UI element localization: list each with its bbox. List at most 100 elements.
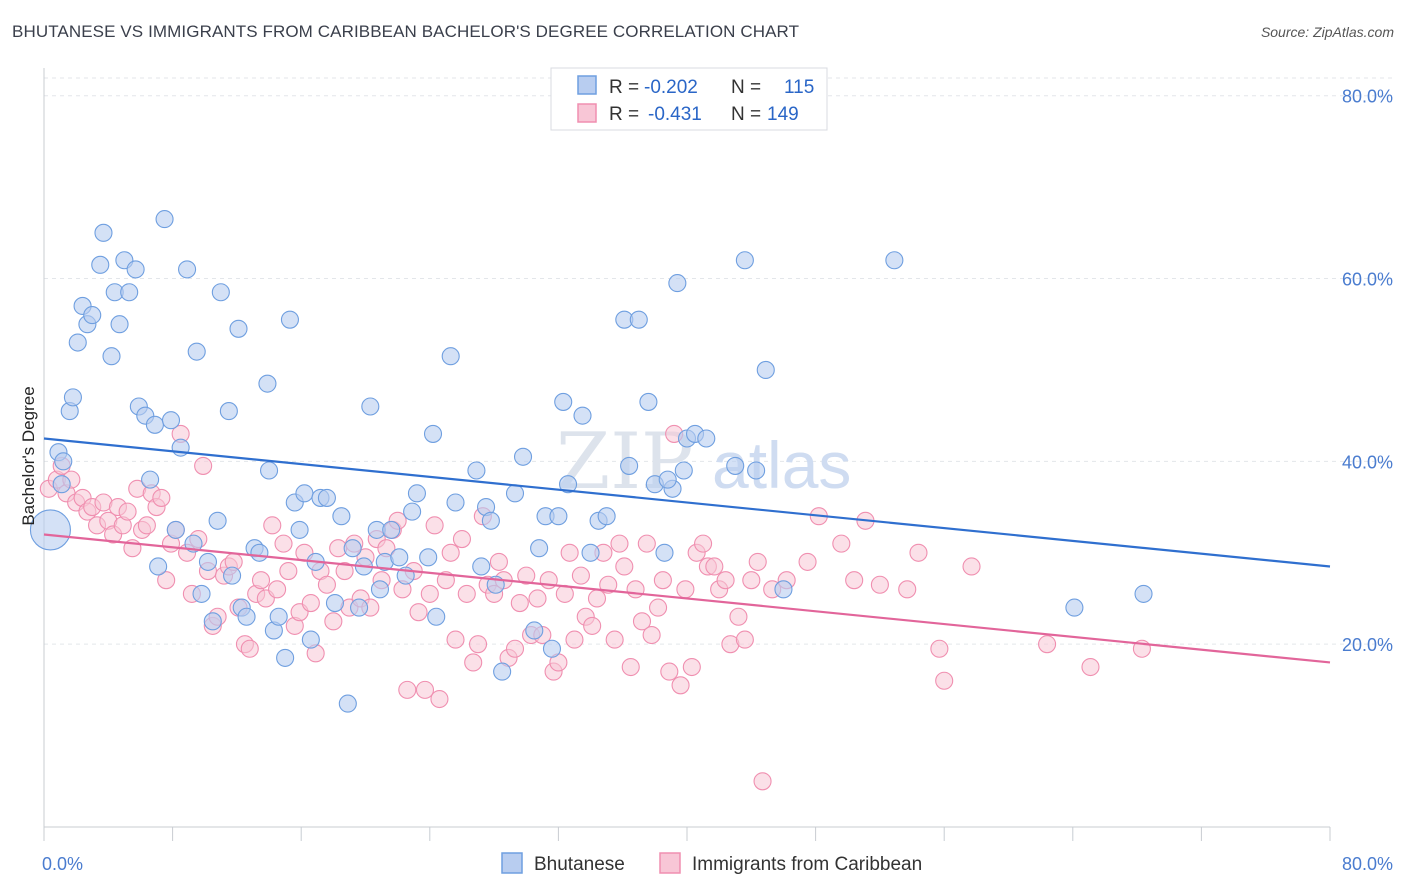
point-caribbean [1081,657,1100,677]
point-bhutanese [1134,584,1153,603]
point-caribbean [279,561,298,581]
point-caribbean [615,557,634,576]
trend-lines [43,437,1331,664]
point-bhutanese [83,306,102,325]
point-bhutanese [658,470,677,489]
point-bhutanese [407,484,426,503]
point-bhutanese [350,598,369,617]
point-caribbean [870,575,889,594]
point-bhutanese [280,310,299,329]
point-caribbean [605,630,624,649]
point-bhutanese [573,406,592,425]
point-bhutanese [505,484,525,503]
point-caribbean [194,456,213,475]
point-caribbean [649,598,668,617]
bottom-legend-swatch-caribbean [659,852,681,874]
point-caribbean [742,571,761,590]
point-bhutanese [52,475,71,494]
point-bhutanese [361,397,380,416]
point-bhutanese [513,447,533,466]
point-bhutanese [317,488,336,507]
axes [43,68,1331,841]
point-caribbean [565,630,584,649]
legend-r-label-1: R = [609,77,639,98]
point-bhutanese [276,648,295,667]
chart-title: BHUTANESE VS IMMIGRANTS FROM CARIBBEAN B… [12,22,800,41]
point-bhutanese [258,374,277,393]
point-caribbean [705,557,724,576]
legend-n-label-1: N = [731,77,761,98]
point-bhutanese [161,411,181,430]
point-caribbean [446,630,465,649]
point-bhutanese [629,310,648,329]
point-caribbean [441,543,460,562]
point-bhutanese [419,548,438,567]
point-bhutanese [382,520,401,539]
point-caribbean [716,571,735,590]
y-tick-label: 20.0% [1342,635,1393,655]
y-axis-label: Bachelor's Degree [19,386,38,525]
point-bhutanese [338,694,357,713]
point-caribbean [599,575,618,594]
point-bhutanese [530,539,549,558]
point-caribbean [621,657,640,677]
point-bhutanese [198,552,218,571]
point-caribbean [464,653,483,672]
point-caribbean [420,584,439,603]
point-bhutanese [558,475,578,494]
point-caribbean [398,680,417,699]
point-bhutanese [259,461,279,480]
point-bhutanese [295,484,314,503]
legend-r-value-1: -0.202 [644,77,698,98]
point-bhutanese [120,283,139,302]
point-bhutanese [726,456,745,475]
point-bhutanese [747,461,766,480]
bottom-legend-label-bhutanese: Bhutanese [534,854,625,875]
point-bhutanese [343,539,362,558]
source-label: Source: ZipAtlas.com [1260,24,1394,40]
point-bhutanese [370,580,390,599]
point-caribbean [694,534,713,553]
point-caribbean [1038,635,1057,654]
point-bhutanese [94,223,113,242]
point-bhutanese [325,593,345,613]
point-caribbean [909,543,928,562]
point-bhutanese [250,543,269,562]
point-bhutanese [290,520,309,539]
y-tick-label: 60.0% [1342,270,1393,290]
point-caribbean [505,639,525,658]
legend-n-label-2: N = [731,104,761,125]
point-caribbean [263,516,282,535]
point-caribbean [682,657,701,677]
point-caribbean [317,575,336,594]
point-caribbean [510,593,529,613]
y-tick-labels: 20.0% 40.0% 60.0% 80.0% [1342,87,1393,655]
point-bhutanese [697,429,716,448]
point-caribbean [832,534,851,553]
point-bhutanese [29,509,71,551]
point-caribbean [251,571,271,590]
point-bhutanese [155,210,174,229]
x-tick-label-max: 80.0% [1342,854,1393,874]
point-caribbean [560,543,579,562]
point-bhutanese [126,260,145,279]
point-caribbean [157,571,176,590]
point-bhutanese [674,461,693,480]
point-bhutanese [472,557,491,576]
point-caribbean [240,639,259,658]
point-bhutanese [223,566,242,585]
legend-r-label-2: R = [609,104,639,125]
point-caribbean [430,689,449,709]
point-caribbean [489,552,508,571]
point-caribbean [930,639,949,658]
point-bhutanese [208,511,227,530]
point-caribbean [118,502,137,521]
point-caribbean [671,676,690,695]
point-bhutanese [403,502,422,521]
point-caribbean [528,589,547,608]
legend-n-value-1: 115 [784,77,814,98]
point-bhutanese [597,507,616,526]
x-tick-label-min: 0.0% [42,854,83,874]
point-caribbean [729,607,748,626]
